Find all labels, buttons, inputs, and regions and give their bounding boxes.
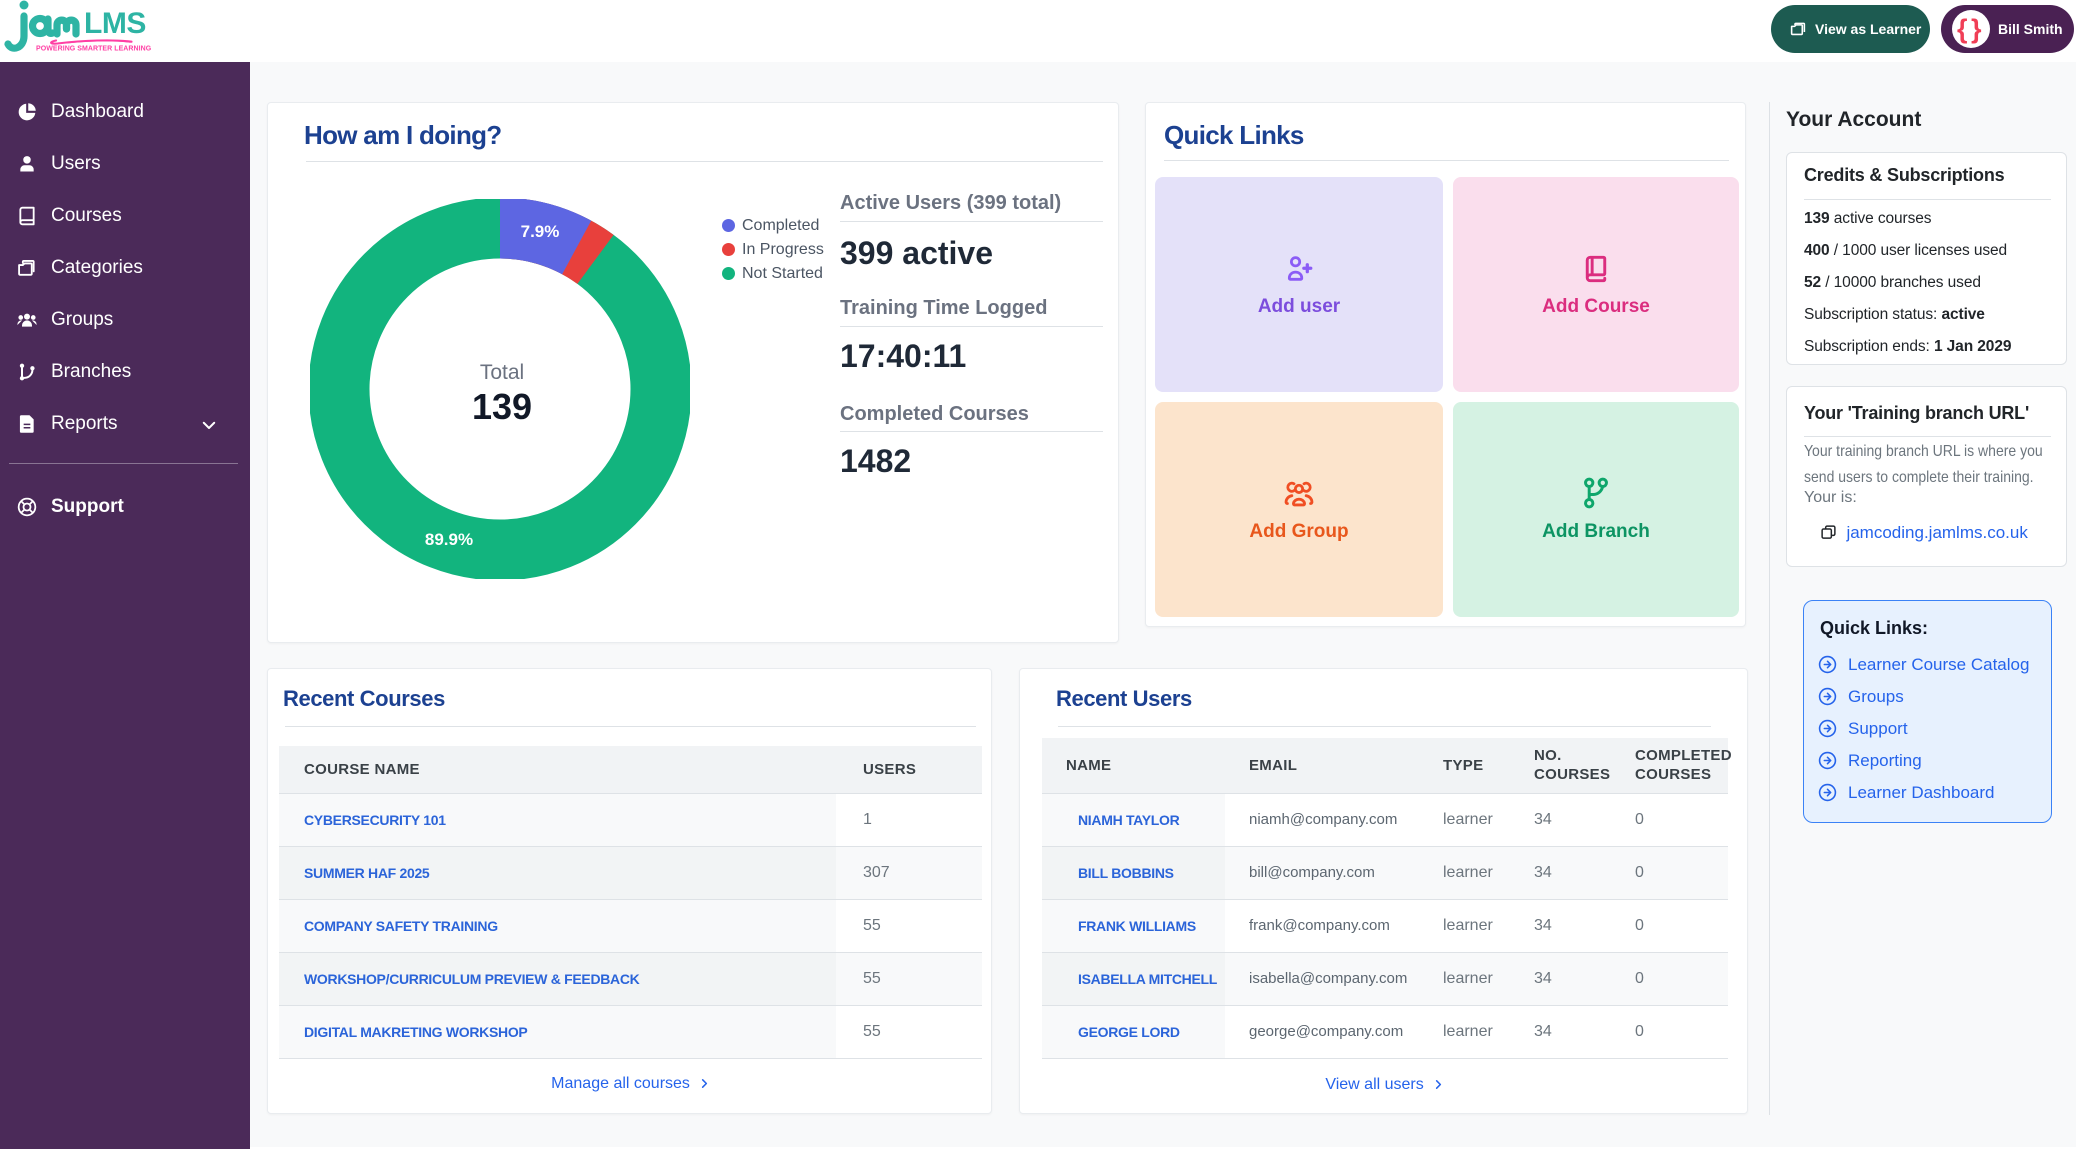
svg-text:LMS: LMS <box>84 7 146 40</box>
svg-text:POWERING SMARTER LEARNING: POWERING SMARTER LEARNING <box>36 46 152 53</box>
